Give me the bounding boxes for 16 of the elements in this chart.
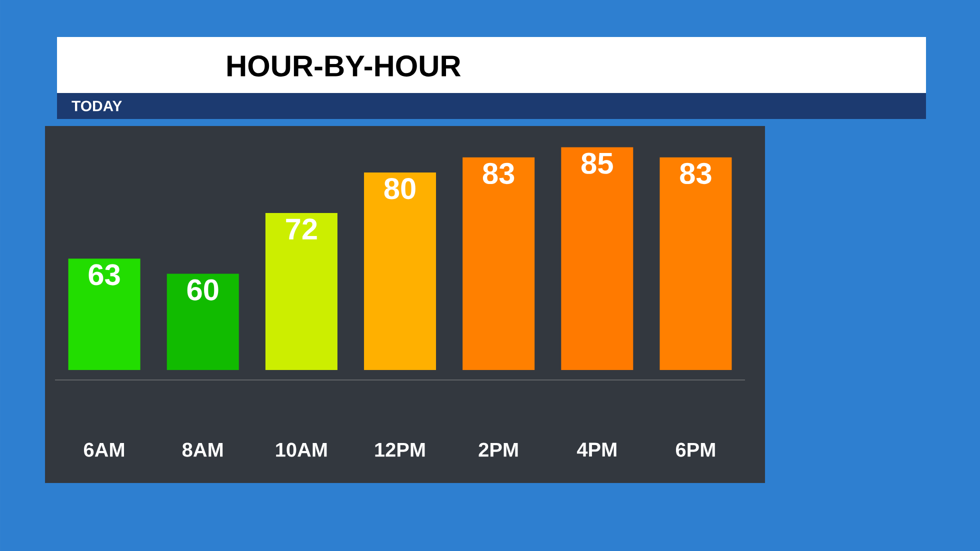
data-label: 83	[482, 162, 514, 184]
data-label: 83	[680, 162, 712, 184]
data-label: 85	[581, 152, 613, 174]
x-tick-label: 4PM	[576, 442, 616, 456]
data-label: 60	[187, 279, 218, 300]
x-tick-label: 10AM	[276, 442, 327, 457]
data-label: 72	[286, 218, 317, 240]
x-tick-label: 6PM	[676, 442, 715, 457]
data-label: 80	[384, 178, 416, 200]
x-tick-label: 8AM	[182, 442, 223, 457]
chart-subtitle: TODAY	[72, 100, 122, 112]
data-label: 63	[88, 264, 120, 286]
x-tick-label: 6AM	[84, 442, 124, 457]
x-tick-label: 2PM	[478, 442, 518, 457]
chart-title: HOUR-BY-HOUR	[228, 55, 461, 77]
x-tick-label: 12PM	[375, 442, 425, 457]
